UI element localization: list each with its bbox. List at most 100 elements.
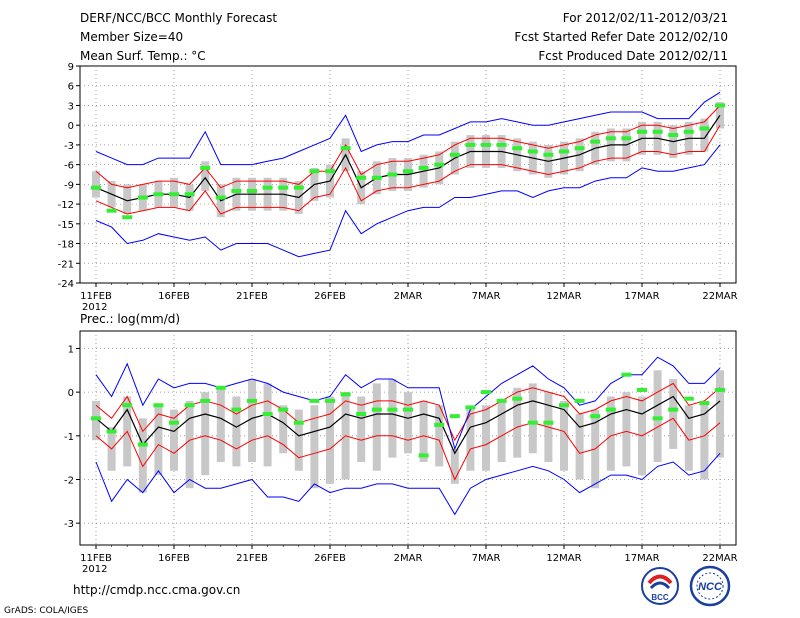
temp-observed-marker	[309, 169, 320, 174]
prec-range-box	[154, 405, 163, 476]
prec-range-box	[372, 383, 381, 471]
prec-x-tick-label: 2MAR	[394, 553, 423, 564]
precip-panel-title: Prec.: log(mm/d)	[80, 312, 180, 326]
prec-observed-marker	[637, 387, 647, 392]
prec-range-box	[248, 379, 256, 463]
prec-x-year-label: 2012	[82, 564, 107, 575]
prec-observed-marker	[683, 396, 694, 401]
prec-observed-marker	[293, 420, 304, 425]
prec-observed-marker	[403, 407, 413, 412]
prec-observed-marker	[371, 407, 382, 412]
temp-observed-marker	[699, 126, 710, 131]
prec-range-box	[310, 405, 319, 489]
temp-observed-marker	[527, 149, 538, 154]
temp-observed-marker	[293, 185, 304, 190]
temp-y-tick-label: 9	[68, 62, 74, 73]
chart-title: DERF/NCC/BCC Monthly Forecast	[80, 11, 278, 25]
temp-y-tick-label: 3	[68, 101, 74, 112]
prec-x-tick-label: 22MAR	[702, 553, 737, 564]
temp-y-tick-label: -6	[64, 161, 74, 172]
prec-observed-marker	[590, 414, 601, 419]
prec-observed-marker	[559, 403, 569, 408]
temp-observed-marker	[418, 165, 429, 170]
prec-observed-marker	[169, 420, 179, 425]
prec-range-box	[263, 383, 272, 467]
prec-range-box	[716, 370, 724, 458]
temp-observed-marker	[169, 192, 179, 197]
temp-observed-marker	[340, 146, 351, 151]
prec-range-box	[700, 400, 709, 480]
temp-y-tick-label: -21	[58, 259, 74, 270]
prec-observed-marker	[200, 398, 211, 403]
prec-observed-marker	[621, 372, 632, 377]
temp-x-tick-label: 7MAR	[472, 291, 501, 302]
prec-range-box	[294, 409, 303, 471]
prec-range-box	[357, 396, 366, 463]
prec-range-box	[653, 370, 662, 463]
prec-range-box	[216, 387, 225, 463]
prec-observed-marker	[184, 403, 195, 408]
prec-range-box	[482, 405, 490, 471]
prec-observed-marker	[153, 403, 164, 408]
prec-observed-marker	[356, 411, 367, 416]
prec-observed-marker	[668, 407, 679, 412]
prec-observed-marker	[309, 398, 320, 403]
prec-observed-marker	[262, 411, 273, 416]
prec-range-box	[528, 383, 537, 454]
prec-range-box	[92, 400, 100, 441]
temp-y-tick-label: 0	[68, 121, 74, 132]
prec-range-box	[575, 413, 584, 480]
prec-x-tick-label: 16FEB	[158, 553, 190, 564]
prec-range-box	[497, 400, 506, 463]
prec-observed-marker	[247, 398, 257, 403]
prec-observed-marker	[215, 385, 226, 390]
temp-x-tick-label: 12MAR	[546, 291, 581, 302]
prec-x-tick-label: 26FEB	[314, 553, 346, 564]
temp-series-mean-spread	[95, 105, 721, 189]
prec-range-box	[185, 400, 194, 489]
prec-y-tick-label: -1	[64, 432, 74, 443]
temp-series-ensemble-max	[95, 91, 721, 166]
temp-observed-marker	[153, 192, 164, 197]
prec-x-tick-label: 11FEB	[80, 553, 112, 564]
prec-observed-marker	[231, 407, 242, 412]
temp-y-tick-label: -24	[58, 279, 74, 290]
temp-x-tick-label: 26FEB	[314, 291, 346, 302]
prec-y-tick-label: -2	[64, 475, 74, 486]
prec-range-box	[232, 396, 241, 467]
prec-observed-marker	[699, 401, 710, 406]
temp-observed-marker	[231, 188, 242, 193]
temp-observed-marker	[122, 215, 133, 220]
temp-observed-marker	[637, 129, 647, 134]
prec-range-box	[466, 409, 475, 471]
prec-range-box	[669, 379, 678, 449]
prec-y-tick-label: 0	[68, 388, 74, 399]
temp-observed-marker	[91, 185, 101, 190]
temp-observed-marker	[559, 149, 569, 154]
prec-observed-marker	[543, 420, 554, 425]
prec-x-tick-label: 17MAR	[624, 553, 659, 564]
prec-x-tick-label: 12MAR	[546, 553, 581, 564]
source-url[interactable]: http://cmdp.ncc.cma.gov.cn	[73, 583, 241, 597]
temp-observed-marker	[668, 133, 679, 138]
temp-y-tick-label: -12	[58, 200, 74, 211]
prec-y-tick-label: 1	[68, 344, 74, 355]
prec-observed-marker	[652, 416, 663, 421]
prec-observed-marker	[387, 407, 398, 412]
prec-x-tick-label: 21FEB	[236, 553, 268, 564]
temp-observed-marker	[621, 136, 632, 141]
temp-y-tick-label: 6	[68, 82, 74, 93]
prec-observed-marker	[418, 453, 429, 458]
prec-y-tick-label: -3	[64, 519, 74, 530]
prec-observed-marker	[325, 398, 335, 403]
prec-observed-marker	[574, 398, 585, 403]
prec-observed-marker	[465, 405, 476, 410]
temp-observed-marker	[184, 192, 195, 197]
prec-range-box	[513, 387, 522, 458]
temp-range-box	[201, 161, 210, 191]
temp-observed-marker	[137, 195, 148, 200]
temp-observed-marker	[465, 142, 476, 147]
grads-credit: GrADS: COLA/IGES	[4, 606, 89, 616]
temp-observed-marker	[543, 152, 554, 157]
prec-range-box	[170, 409, 178, 471]
